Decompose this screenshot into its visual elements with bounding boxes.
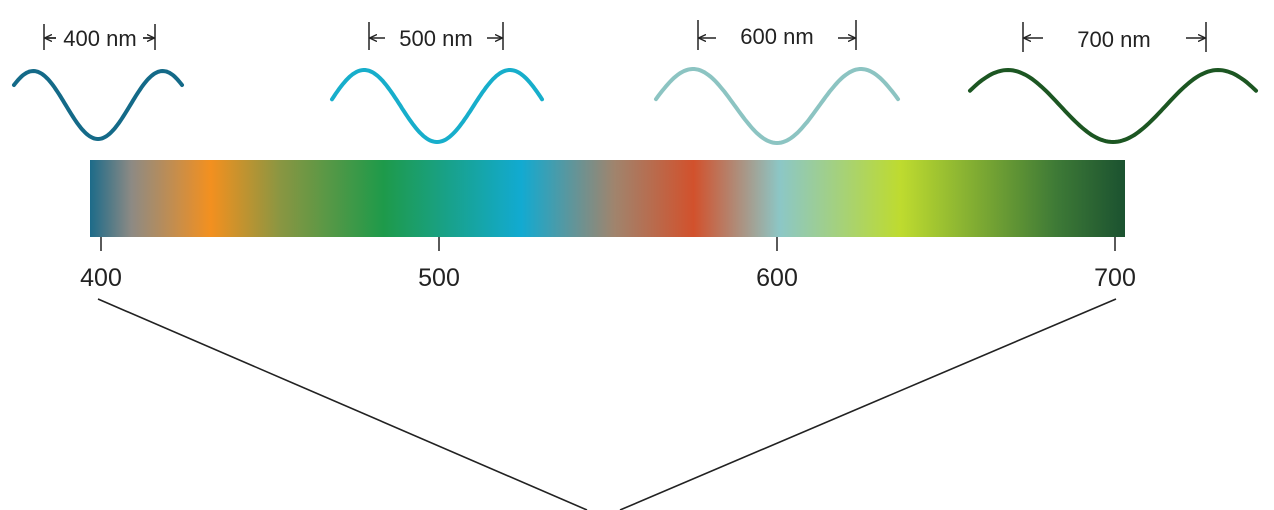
visible-spectrum-bar xyxy=(90,160,1125,237)
wave-600 xyxy=(654,67,900,146)
tick-label-600: 600 xyxy=(756,264,798,292)
tick-label-500: 500 xyxy=(418,264,460,292)
wavelength-scale: 400 500 600 700 xyxy=(80,237,1136,292)
tick-label-400: 400 xyxy=(80,264,122,292)
wave-400 xyxy=(12,68,184,142)
wavelength-label-600: 600 nm xyxy=(740,24,813,49)
wavelength-label-400: 400 nm xyxy=(63,26,136,51)
wavelength-label-500: 500 nm xyxy=(399,26,472,51)
wave-group-700: 700 nm xyxy=(968,22,1258,145)
wave-group-500: 500 nm xyxy=(330,22,544,145)
converging-line-right xyxy=(619,298,1117,510)
wave-500 xyxy=(330,68,544,145)
tick-label-700: 700 xyxy=(1094,264,1136,292)
wavelength-label-700: 700 nm xyxy=(1077,27,1150,52)
converging-line-left xyxy=(97,298,588,510)
wave-700 xyxy=(968,67,1258,145)
wave-group-400: 400 nm xyxy=(12,24,184,142)
wave-group-600: 600 nm xyxy=(654,20,900,146)
